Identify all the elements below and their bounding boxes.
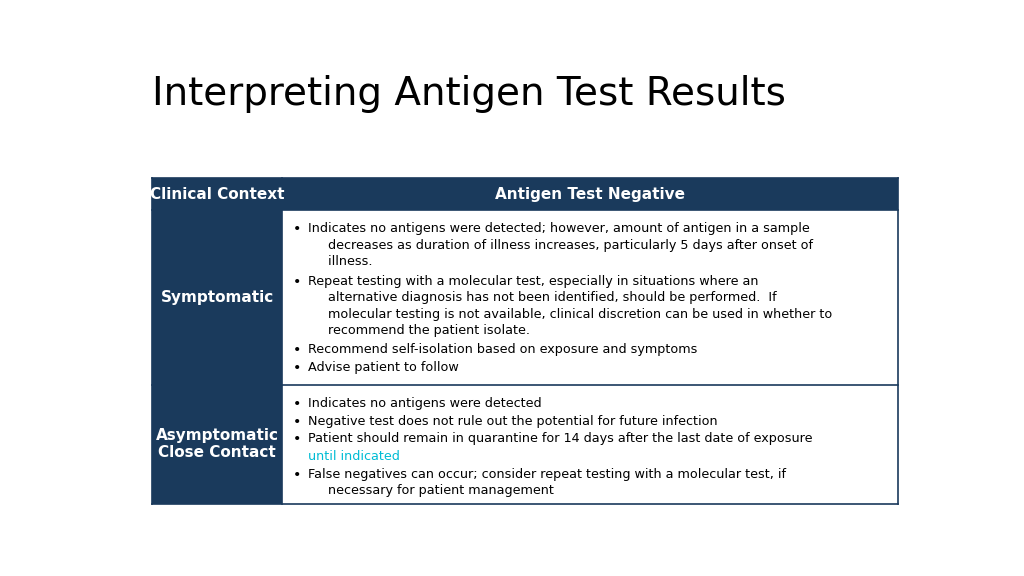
Text: •: •	[293, 222, 301, 236]
FancyBboxPatch shape	[283, 210, 898, 385]
Text: Asymptomatic
Close Contact: Asymptomatic Close Contact	[156, 428, 279, 460]
FancyBboxPatch shape	[283, 385, 898, 504]
Text: Indicates no antigens were detected; however, amount of antigen in a sample
    : Indicates no antigens were detected; how…	[308, 222, 813, 268]
Text: •: •	[293, 432, 301, 446]
Text: •: •	[293, 397, 301, 411]
Text: Indicates no antigens were detected: Indicates no antigens were detected	[308, 397, 542, 410]
FancyBboxPatch shape	[152, 178, 283, 210]
Text: Interpreting Antigen Test Results: Interpreting Antigen Test Results	[152, 75, 785, 113]
Text: •: •	[293, 468, 301, 482]
Text: False negatives can occur; consider repeat testing with a molecular test, if
   : False negatives can occur; consider repe…	[308, 468, 785, 497]
FancyBboxPatch shape	[152, 210, 283, 385]
FancyBboxPatch shape	[152, 385, 283, 504]
FancyBboxPatch shape	[283, 178, 898, 210]
Text: Recommend self-isolation based on exposure and symptoms: Recommend self-isolation based on exposu…	[308, 343, 697, 357]
Text: Repeat testing with a molecular test, especially in situations where an
     alt: Repeat testing with a molecular test, es…	[308, 275, 833, 337]
Text: Clinical Context: Clinical Context	[150, 187, 285, 202]
Text: Symptomatic: Symptomatic	[161, 290, 273, 305]
Text: •: •	[293, 361, 301, 375]
Text: Antigen Test Negative: Antigen Test Negative	[495, 187, 685, 202]
Text: until indicated: until indicated	[308, 450, 399, 463]
Text: •: •	[293, 343, 301, 358]
Text: •: •	[293, 415, 301, 429]
Text: •: •	[293, 275, 301, 289]
Text: Negative test does not rule out the potential for future infection: Negative test does not rule out the pote…	[308, 415, 718, 427]
Text: Advise patient to follow: Advise patient to follow	[308, 361, 463, 374]
Text: Patient should remain in quarantine for 14 days after the last date of exposure: Patient should remain in quarantine for …	[308, 432, 812, 445]
